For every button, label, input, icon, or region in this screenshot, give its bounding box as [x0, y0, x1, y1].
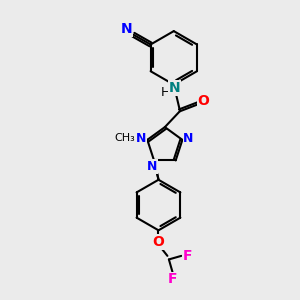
Text: N: N [169, 81, 180, 95]
Text: O: O [153, 235, 164, 249]
Text: N: N [147, 160, 158, 173]
Text: N: N [136, 132, 147, 145]
Text: CH₃: CH₃ [115, 134, 135, 143]
Text: H: H [161, 85, 170, 98]
Text: F: F [183, 249, 192, 263]
Text: N: N [183, 132, 194, 145]
Text: O: O [198, 94, 209, 108]
Text: N: N [120, 22, 132, 36]
Text: F: F [168, 272, 177, 286]
